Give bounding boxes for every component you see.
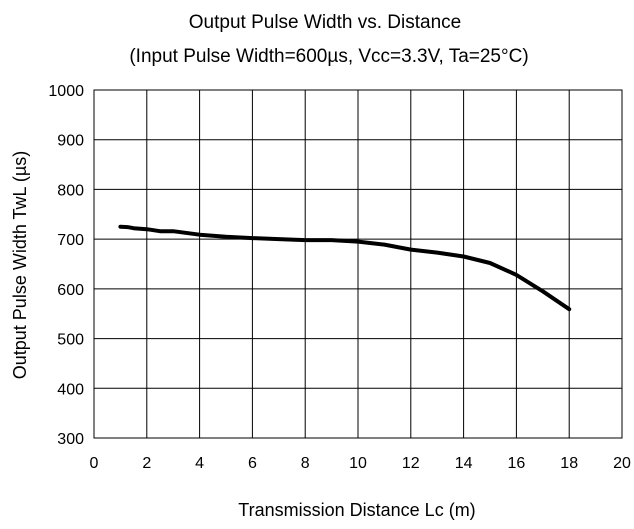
chart-subtitle: (Input Pulse Width=600µs, Vcc=3.3V, Ta=2… [129, 46, 528, 67]
y-tick-label: 900 [57, 133, 84, 150]
tick-labels: 0 2 4 6 8 10 12 14 16 18 20 300 400 500 600 700 800 900 10… [48, 83, 631, 472]
x-tick-label: 0 [90, 455, 99, 472]
x-tick-label: 8 [301, 455, 310, 472]
chart-title: Output Pulse Width vs. Distance [189, 12, 461, 33]
y-tick-label: 500 [57, 332, 84, 349]
x-tick-label: 14 [455, 455, 473, 472]
plot-border [93, 89, 623, 439]
x-tick-label: 4 [195, 455, 204, 472]
y-tick-label: 600 [57, 282, 84, 299]
y-tick-label: 700 [57, 232, 84, 249]
y-axis-label: Output Pulse Width TwL (µs) [10, 151, 30, 379]
y-tick-label: 400 [57, 381, 84, 398]
x-tick-label: 12 [402, 455, 420, 472]
grid [94, 90, 622, 438]
y-tick-label: 1000 [48, 83, 84, 100]
x-tick-label: 6 [248, 455, 257, 472]
x-tick-label: 18 [560, 455, 578, 472]
x-tick-label: 2 [142, 455, 151, 472]
y-tick-label: 300 [57, 431, 84, 448]
x-axis-label: Transmission Distance Lc (m) [238, 500, 475, 520]
x-tick-label: 10 [349, 455, 367, 472]
x-tick-label: 16 [508, 455, 526, 472]
y-tick-label: 800 [57, 182, 84, 199]
series-line [118, 224, 572, 312]
series-layer [118, 224, 572, 312]
x-tick-label: 20 [613, 455, 631, 472]
